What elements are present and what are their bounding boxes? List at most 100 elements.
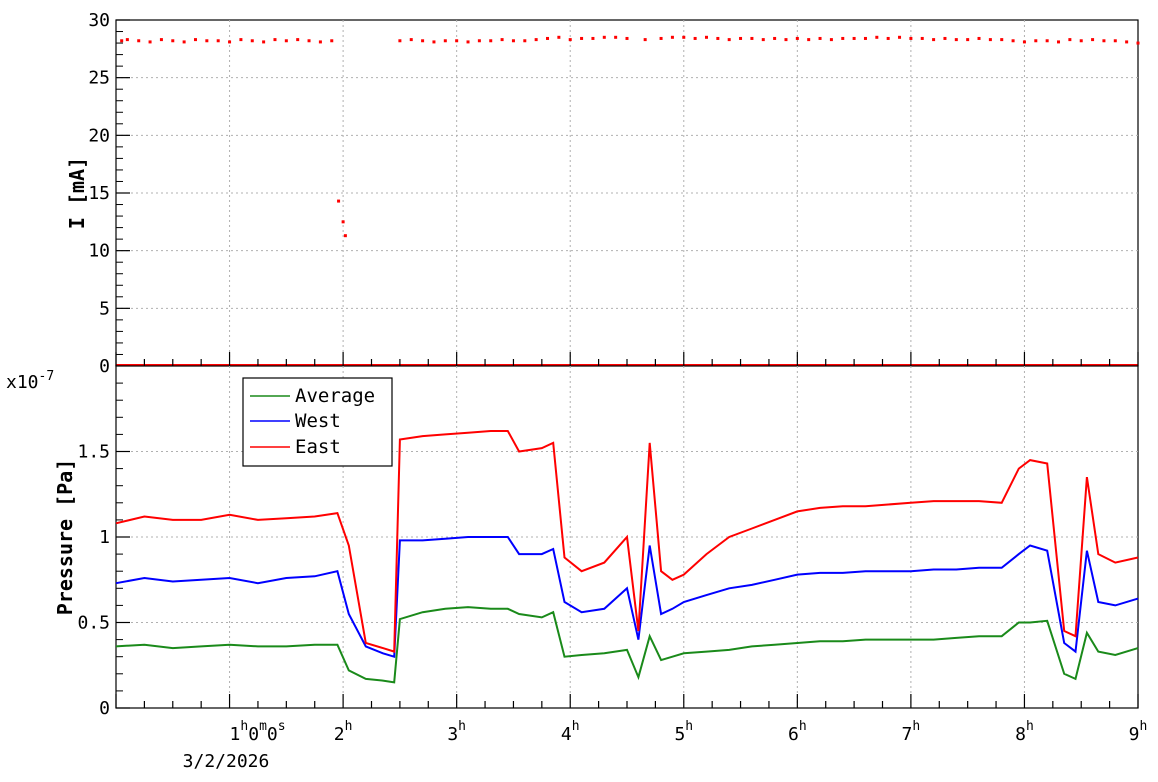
- current-point: [852, 36, 856, 40]
- current-point: [739, 36, 743, 40]
- current-point: [784, 38, 788, 42]
- current-point: [614, 35, 618, 39]
- current-point: [120, 39, 124, 43]
- current-point: [455, 39, 459, 43]
- y-tick-label: 1.5: [77, 442, 110, 463]
- current-point: [1079, 39, 1083, 43]
- legend-west-label: West: [295, 410, 341, 432]
- current-point: [477, 39, 481, 43]
- y-tick-label: 1: [99, 527, 110, 548]
- current-point: [659, 36, 663, 40]
- current-point: [432, 40, 436, 44]
- x-tick-label: 2h: [334, 719, 353, 745]
- current-point: [750, 36, 754, 40]
- current-point: [296, 38, 300, 42]
- current-point: [1034, 39, 1038, 43]
- current-point: [1000, 38, 1004, 42]
- y-tick-label: 10: [88, 241, 110, 262]
- pressure-series-lines: [115, 430, 1139, 684]
- current-point: [625, 36, 629, 40]
- pressure-y-multiplier-base: x10: [6, 372, 39, 393]
- current-point: [216, 39, 220, 43]
- current-point: [239, 38, 243, 42]
- current-point: [716, 36, 720, 40]
- x-tick-hour: 9: [1129, 724, 1140, 745]
- legend-average-label: Average: [295, 385, 375, 407]
- pressure-legend: Average West East: [242, 377, 393, 467]
- current-point: [682, 35, 686, 39]
- current-point: [489, 39, 493, 43]
- current-point: [500, 38, 504, 42]
- current-point: [966, 38, 970, 42]
- y-tick-label: 0: [99, 356, 110, 377]
- pressure-y-multiplier: x10-7: [6, 369, 54, 393]
- x-tick-hour: 4: [561, 724, 572, 745]
- pressure-series-west: [115, 536, 1139, 659]
- x-tick-hour-sup: h: [799, 719, 807, 734]
- x-tick-hour-sup: h: [240, 719, 248, 734]
- current-point: [704, 35, 708, 39]
- current-point: [591, 36, 595, 40]
- x-tick-label: 4h: [561, 719, 580, 745]
- current-point: [125, 38, 129, 42]
- pressure-series-average: [115, 606, 1139, 684]
- current-point: [205, 39, 209, 43]
- current-point: [920, 36, 924, 40]
- x-tick-hour: 7: [902, 724, 913, 745]
- current-point: [137, 39, 141, 43]
- current-point: [795, 36, 799, 40]
- pressure-y-multiplier-exp: -7: [39, 369, 55, 384]
- current-point: [829, 38, 833, 42]
- y-tick-label: 0.5: [77, 613, 110, 634]
- x-tick-hour: 1: [230, 724, 241, 745]
- current-point: [773, 36, 777, 40]
- current-point: [1045, 39, 1049, 43]
- x-tick-hour-sup: h: [458, 719, 466, 734]
- current-point: [159, 38, 163, 42]
- current-point: [409, 38, 413, 42]
- current-point: [228, 40, 232, 44]
- current-point: [886, 36, 890, 40]
- current-point: [977, 36, 981, 40]
- current-point: [1102, 39, 1106, 43]
- x-tick-hour: 5: [674, 724, 685, 745]
- x-tick-suffix: 0: [248, 724, 259, 745]
- current-point: [534, 38, 538, 42]
- x-tick-hour: 8: [1015, 724, 1026, 745]
- x-tick-hour-sup: h: [912, 719, 920, 734]
- current-point: [1011, 39, 1015, 43]
- current-point: [841, 36, 845, 40]
- y-tick-label: 30: [88, 10, 110, 31]
- current-point: [818, 36, 822, 40]
- y-tick-label: 0: [99, 698, 110, 719]
- current-point: [557, 35, 561, 39]
- x-tick-hour-sup: h: [1026, 719, 1034, 734]
- x-tick-label: 8h: [1015, 719, 1034, 745]
- current-point: [1125, 40, 1129, 44]
- current-grid: [116, 20, 1138, 366]
- current-point: [262, 40, 266, 44]
- current-point: [943, 36, 947, 40]
- current-point: [171, 39, 175, 43]
- current-point: [954, 38, 958, 42]
- current-point: [443, 39, 447, 43]
- current-point: [1136, 41, 1140, 45]
- current-point: [398, 39, 402, 43]
- y-tick-label: 15: [88, 183, 110, 204]
- current-point: [193, 38, 197, 42]
- current-point: [1091, 38, 1095, 42]
- x-tick-hour-sup: h: [1140, 719, 1148, 734]
- pressure-series-east: [115, 430, 1139, 653]
- x-tick-suffix: 0: [267, 724, 278, 745]
- current-point: [250, 39, 254, 43]
- current-point: [466, 40, 470, 44]
- y-tick-label: 5: [99, 298, 110, 319]
- current-point: [1057, 40, 1061, 44]
- y-tick-label: 25: [88, 68, 110, 89]
- current-point: [898, 35, 902, 39]
- x-tick-hour: 2: [334, 724, 345, 745]
- current-panel: 0 5 10 15 20 25 30 I [mA]: [65, 10, 1140, 377]
- y-tick-label: 20: [88, 125, 110, 146]
- current-point: [182, 40, 186, 44]
- current-point: [909, 36, 913, 40]
